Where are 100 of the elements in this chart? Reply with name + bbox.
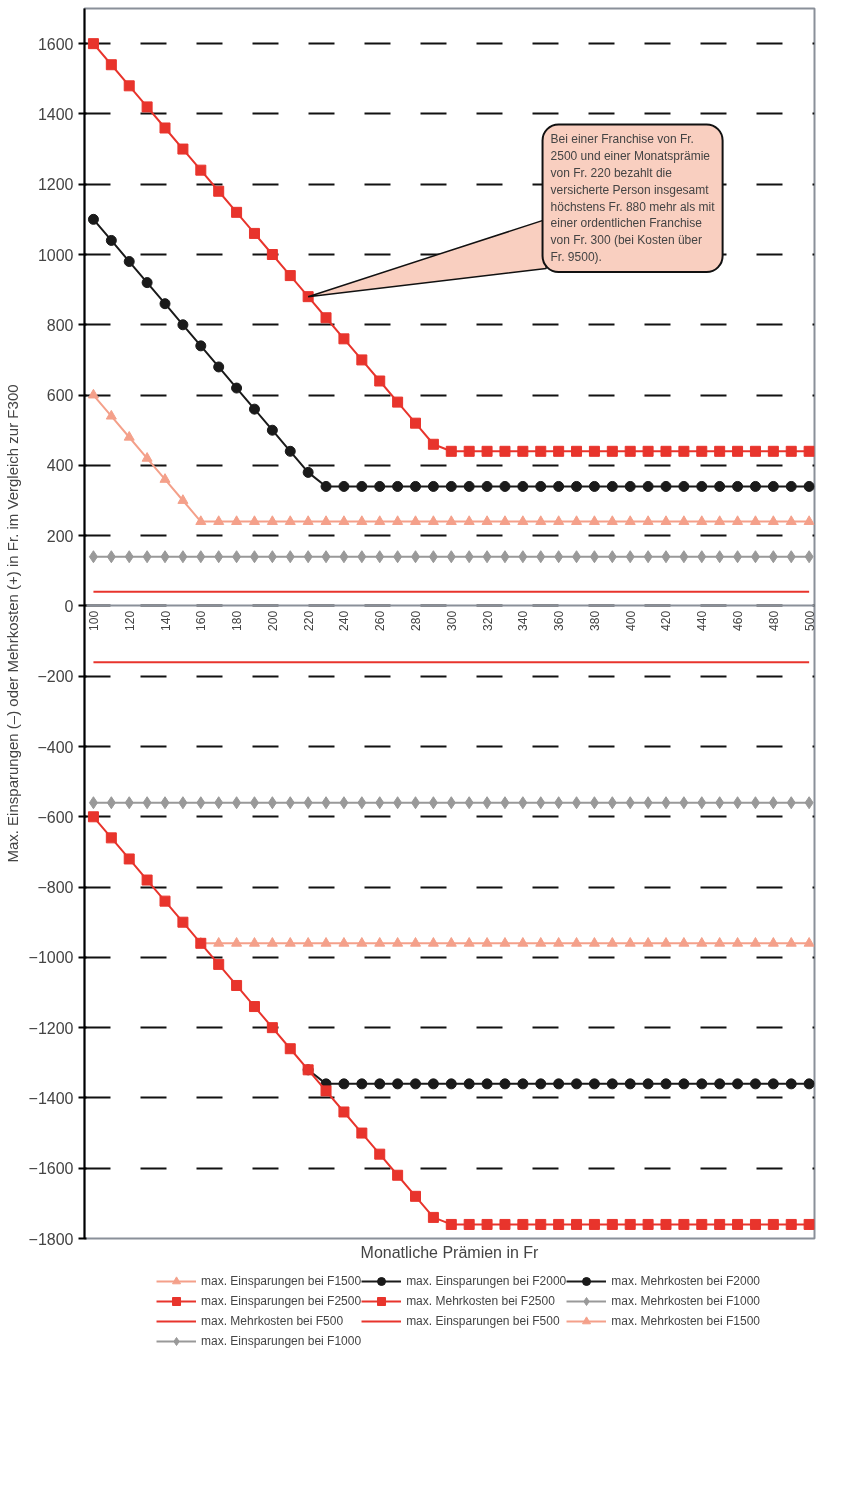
point: [445, 1218, 457, 1230]
point: [554, 796, 564, 810]
x-tick-label: 300: [444, 610, 459, 631]
point: [697, 796, 707, 810]
point: [410, 417, 421, 429]
point: [535, 937, 547, 947]
point: [284, 515, 296, 525]
point: [88, 550, 98, 564]
point: [248, 515, 260, 525]
point: [499, 937, 511, 947]
point: [266, 1022, 278, 1034]
x-tick-label: 180: [230, 610, 245, 631]
point: [803, 445, 815, 457]
point: [356, 1078, 368, 1090]
point: [177, 916, 189, 928]
point: [249, 796, 259, 810]
point: [482, 550, 492, 564]
point: [392, 480, 404, 492]
point: [285, 796, 295, 810]
point: [517, 515, 529, 525]
point: [302, 937, 314, 947]
point: [374, 1078, 386, 1090]
point: [374, 480, 386, 492]
point: [660, 445, 672, 457]
point: [338, 1106, 350, 1118]
y-tick-label: −200: [37, 668, 74, 686]
point: [375, 796, 385, 810]
point: [535, 1218, 547, 1230]
point: [196, 796, 206, 810]
legend-label: max. Einsparungen bei F500: [406, 1313, 560, 1330]
point: [803, 937, 815, 947]
point: [767, 1218, 779, 1230]
point: [517, 480, 529, 492]
point: [427, 1211, 439, 1223]
point: [767, 480, 779, 492]
point: [767, 515, 779, 525]
point: [750, 796, 760, 810]
point: [410, 480, 421, 492]
point: [696, 445, 708, 457]
point: [141, 452, 153, 462]
point: [804, 796, 814, 810]
point: [696, 480, 708, 492]
point: [767, 937, 779, 947]
point: [87, 388, 99, 399]
point: [571, 1078, 583, 1090]
point: [642, 445, 654, 457]
point: [749, 937, 761, 947]
legend-label: max. Mehrkosten bei F2500: [406, 1293, 555, 1310]
point: [285, 550, 295, 564]
point: [571, 515, 583, 525]
y-tick-label: −1200: [28, 1019, 74, 1037]
point: [732, 937, 744, 947]
point: [625, 796, 635, 810]
point: [248, 937, 260, 947]
point: [588, 445, 600, 457]
point: [714, 480, 726, 492]
point: [749, 1218, 761, 1230]
point: [785, 515, 797, 525]
y-axis-title: Max. Einsparungen (–) oder Mehrkosten (+) in Fr. im Vergleich zur F300: [3, 384, 21, 863]
point: [642, 1078, 654, 1090]
point: [536, 796, 546, 810]
point: [499, 445, 511, 457]
x-tick-label: 440: [695, 610, 710, 631]
point: [714, 1218, 726, 1230]
point: [463, 445, 475, 457]
point: [715, 796, 725, 810]
point: [374, 937, 386, 947]
point: [177, 494, 189, 504]
point: [606, 445, 618, 457]
point: [446, 796, 456, 810]
point: [303, 796, 313, 810]
point: [428, 796, 438, 810]
y-tick-label: 200: [46, 527, 74, 545]
point: [696, 1218, 708, 1230]
point: [356, 1127, 368, 1139]
point: [749, 480, 761, 492]
point: [141, 874, 153, 886]
point: [284, 445, 296, 457]
point: [661, 796, 671, 810]
point: [87, 811, 99, 823]
point: [445, 937, 457, 947]
legend-label: max. Mehrkosten bei F1500: [611, 1313, 760, 1330]
point: [124, 550, 134, 564]
point: [696, 937, 708, 947]
x-tick-label: 460: [731, 610, 746, 631]
point: [339, 550, 349, 564]
point: [732, 445, 744, 457]
y-tick-label: 1600: [37, 35, 74, 53]
point: [392, 396, 404, 408]
point: [123, 256, 135, 268]
legend-label: max. Mehrkosten bei F2000: [611, 1273, 760, 1290]
point: [553, 1218, 565, 1230]
point: [392, 1169, 404, 1181]
point: [553, 937, 565, 947]
point: [356, 480, 368, 492]
x-tick-label: 380: [587, 610, 602, 631]
point: [105, 234, 117, 246]
point: [160, 796, 170, 810]
point: [177, 319, 189, 331]
point: [267, 796, 277, 810]
